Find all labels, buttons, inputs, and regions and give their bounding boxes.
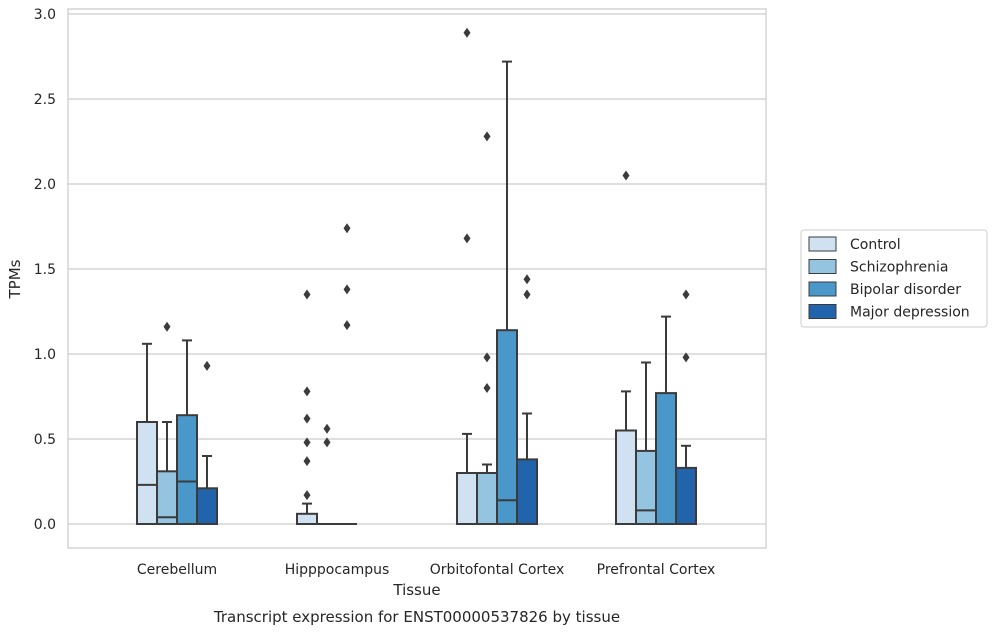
iqr-box: [516, 458, 538, 525]
outlier-point: [523, 274, 531, 285]
y-tick-label: 0.0: [34, 517, 56, 533]
iqr-box: [635, 449, 657, 525]
box-control: [136, 342, 158, 525]
box-schizophrenia: [476, 131, 498, 525]
outlier-point: [463, 233, 471, 244]
outlier-point: [303, 437, 311, 448]
box-bipolar-disorder: [655, 315, 677, 525]
outlier-point: [303, 386, 311, 397]
y-tick-label: 0.5: [34, 432, 56, 448]
iqr-box: [296, 512, 318, 525]
x-tick-labels: Cerebellum Hipppocampus Orbitofontal Corte…: [137, 562, 715, 578]
outlier-point: [343, 284, 351, 295]
plot-frame: [67, 8, 767, 549]
outlier-point: [523, 289, 531, 300]
box-bipolar-disorder: [176, 339, 198, 526]
outlier-point: [303, 413, 311, 424]
box-schizophrenia: [635, 361, 657, 525]
outlier-point: [483, 131, 491, 142]
iqr-box: [476, 472, 498, 525]
y-tick-labels: 0.0 0.5 1.0 1.5 2.0 2.5 3.0: [34, 7, 56, 533]
outlier-point: [303, 490, 311, 501]
x-tick-label: Cerebellum: [137, 562, 217, 578]
y-tick-label: 2.0: [34, 177, 56, 193]
legend: Control Schizophrenia Bipolar disorder Majo…: [800, 229, 988, 328]
box-control: [456, 27, 478, 525]
iqr-box: [456, 472, 478, 525]
legend-swatch: [808, 259, 837, 274]
outlier-point: [303, 289, 311, 300]
box-major-depression: [196, 360, 218, 525]
outlier-point: [343, 320, 351, 331]
outlier-point: [682, 352, 690, 363]
outlier-point: [463, 27, 471, 38]
legend-label: Bipolar disorder: [850, 282, 961, 298]
outlier-point: [323, 423, 331, 434]
outlier-point: [483, 352, 491, 363]
y-tick-label: 1.0: [34, 347, 56, 363]
box-series-layer: [136, 27, 697, 526]
box-schizophrenia: [156, 321, 178, 525]
legend-frame: [800, 229, 988, 328]
box-control: [615, 170, 637, 525]
legend-swatch: [808, 281, 837, 297]
box-major-depression: [516, 274, 538, 525]
iqr-box: [655, 392, 677, 525]
box-control: [296, 289, 318, 525]
outlier-point: [303, 456, 311, 467]
box-bipolar-disorder: [337, 223, 357, 525]
x-tick-label: Orbitofontal Cortex: [430, 562, 565, 578]
outlier-point: [203, 360, 211, 371]
outlier-point: [343, 223, 351, 234]
legend-label: Schizophrenia: [850, 260, 948, 276]
y-tick-label: 3.0: [34, 7, 56, 23]
legend-label: Control: [850, 237, 901, 253]
iqr-box: [156, 470, 178, 525]
outlier-point: [483, 383, 491, 393]
iqr-box: [176, 414, 198, 526]
chart-caption: Transcript expression for ENST0000053782…: [213, 608, 620, 626]
iqr-box: [615, 429, 637, 525]
iqr-box: [496, 329, 518, 526]
y-axis-title: TPMs: [6, 259, 24, 299]
legend-swatch: [808, 236, 837, 252]
y-tick-label: 1.5: [34, 262, 56, 278]
box-bipolar-disorder: [496, 60, 518, 526]
outlier-point: [622, 170, 630, 181]
outlier-point: [163, 321, 171, 332]
iqr-box: [136, 421, 158, 525]
box-major-depression: [675, 289, 697, 525]
outlier-point: [682, 289, 690, 300]
x-tick-label: Prefrontal Cortex: [597, 562, 716, 578]
legend-label: Major depression: [850, 305, 970, 321]
y-tick-label: 2.5: [34, 92, 56, 108]
box-schizophrenia: [317, 423, 337, 525]
iqr-box: [196, 487, 218, 525]
iqr-box: [675, 466, 697, 525]
x-tick-label: Hipppocampus: [285, 562, 390, 578]
legend-swatch: [808, 304, 837, 319]
x-axis-title: Tissue: [392, 581, 440, 599]
outlier-point: [323, 437, 331, 448]
